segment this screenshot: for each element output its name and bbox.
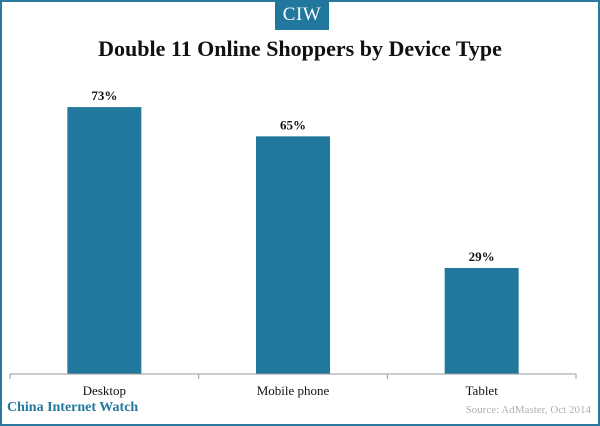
bar-desktop — [67, 107, 142, 374]
category-label: Tablet — [466, 383, 499, 398]
category-label: Desktop — [83, 383, 126, 398]
chart-title: Double 11 Online Shoppers by Device Type — [98, 36, 502, 61]
source-note: Source: AdMaster, Oct 2014 — [465, 404, 591, 416]
bar-mobile-phone — [256, 136, 330, 374]
ciw-logo: CIW — [275, 0, 329, 30]
footer-brand-name: China Internet Watch — [7, 400, 139, 415]
value-label: 73% — [91, 88, 117, 103]
value-label: 65% — [280, 117, 306, 132]
category-label: Mobile phone — [257, 383, 330, 398]
bar-tablet — [444, 267, 519, 374]
value-label: 29% — [469, 249, 495, 264]
